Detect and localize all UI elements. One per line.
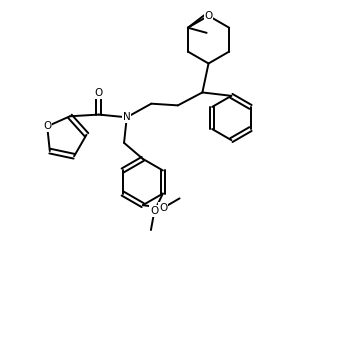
Text: N: N	[123, 112, 131, 122]
Text: O: O	[95, 89, 103, 98]
Text: O: O	[150, 206, 158, 216]
Text: O: O	[43, 121, 51, 131]
Text: O: O	[205, 11, 213, 21]
Text: O: O	[159, 203, 168, 213]
